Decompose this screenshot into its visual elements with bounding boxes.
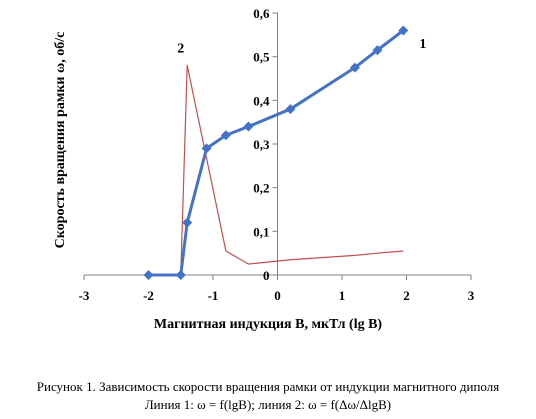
x-axis-label: Магнитная индукция В, мкТл (lg B) <box>154 317 383 332</box>
y-tick-label: 0,2 <box>253 181 269 196</box>
y-tick-label: 0,3 <box>253 137 270 152</box>
x-tick-label: 3 <box>468 288 475 303</box>
x-tick-label: -1 <box>208 288 219 303</box>
series-1-point <box>220 130 231 141</box>
x-tick-labels: -3 -2 -1 0 1 2 3 <box>79 288 475 303</box>
series-1-line <box>148 29 405 277</box>
series-1-point <box>349 62 360 73</box>
x-tick-label: -2 <box>143 288 154 303</box>
series-1-point <box>398 25 409 36</box>
series-1-point <box>243 121 254 132</box>
series-1-point <box>143 270 154 280</box>
x-tick-label: 0 <box>274 288 281 303</box>
y-tick-labels: 0 0,1 0,2 0,3 0,4 0,5 0,6 <box>253 6 270 283</box>
chart: 00,10,20,30,40,50,6 -3 -2 -1 0 1 2 3 12 Магнит… <box>53 6 475 332</box>
series-1-point <box>372 45 383 56</box>
series-1-point <box>285 104 296 115</box>
chart-series <box>143 25 409 280</box>
figure-caption-line-1: Рисунок 1. Зависимость скорости вращения… <box>36 379 500 394</box>
series-2-line <box>148 64 404 276</box>
y-axis-label: Скорость вращения рамки ω, об/с <box>53 32 68 249</box>
x-tick-label: 2 <box>403 288 410 303</box>
series-label-1: 1 <box>419 37 426 52</box>
y-tick-label: 0 <box>263 268 270 283</box>
figure-caption-line-2: Линия 1: ω = f(lgB); линия 2: ω = f(Δω/Δ… <box>144 397 392 412</box>
y-tick-label: 0,5 <box>253 50 270 65</box>
series-label-2: 2 <box>177 41 184 56</box>
series-labels: 12 <box>177 37 426 56</box>
x-tick-label: 1 <box>339 288 346 303</box>
y-tick-label: 0,4 <box>253 93 270 108</box>
x-tick-label: -3 <box>79 288 90 303</box>
y-tick-label: 0,6 <box>253 6 270 21</box>
series-1-point <box>201 143 212 154</box>
y-tick-label: 0,1 <box>253 224 269 239</box>
chart-axes <box>83 12 472 280</box>
series-1-point <box>175 270 186 280</box>
series-1-point <box>182 217 193 228</box>
